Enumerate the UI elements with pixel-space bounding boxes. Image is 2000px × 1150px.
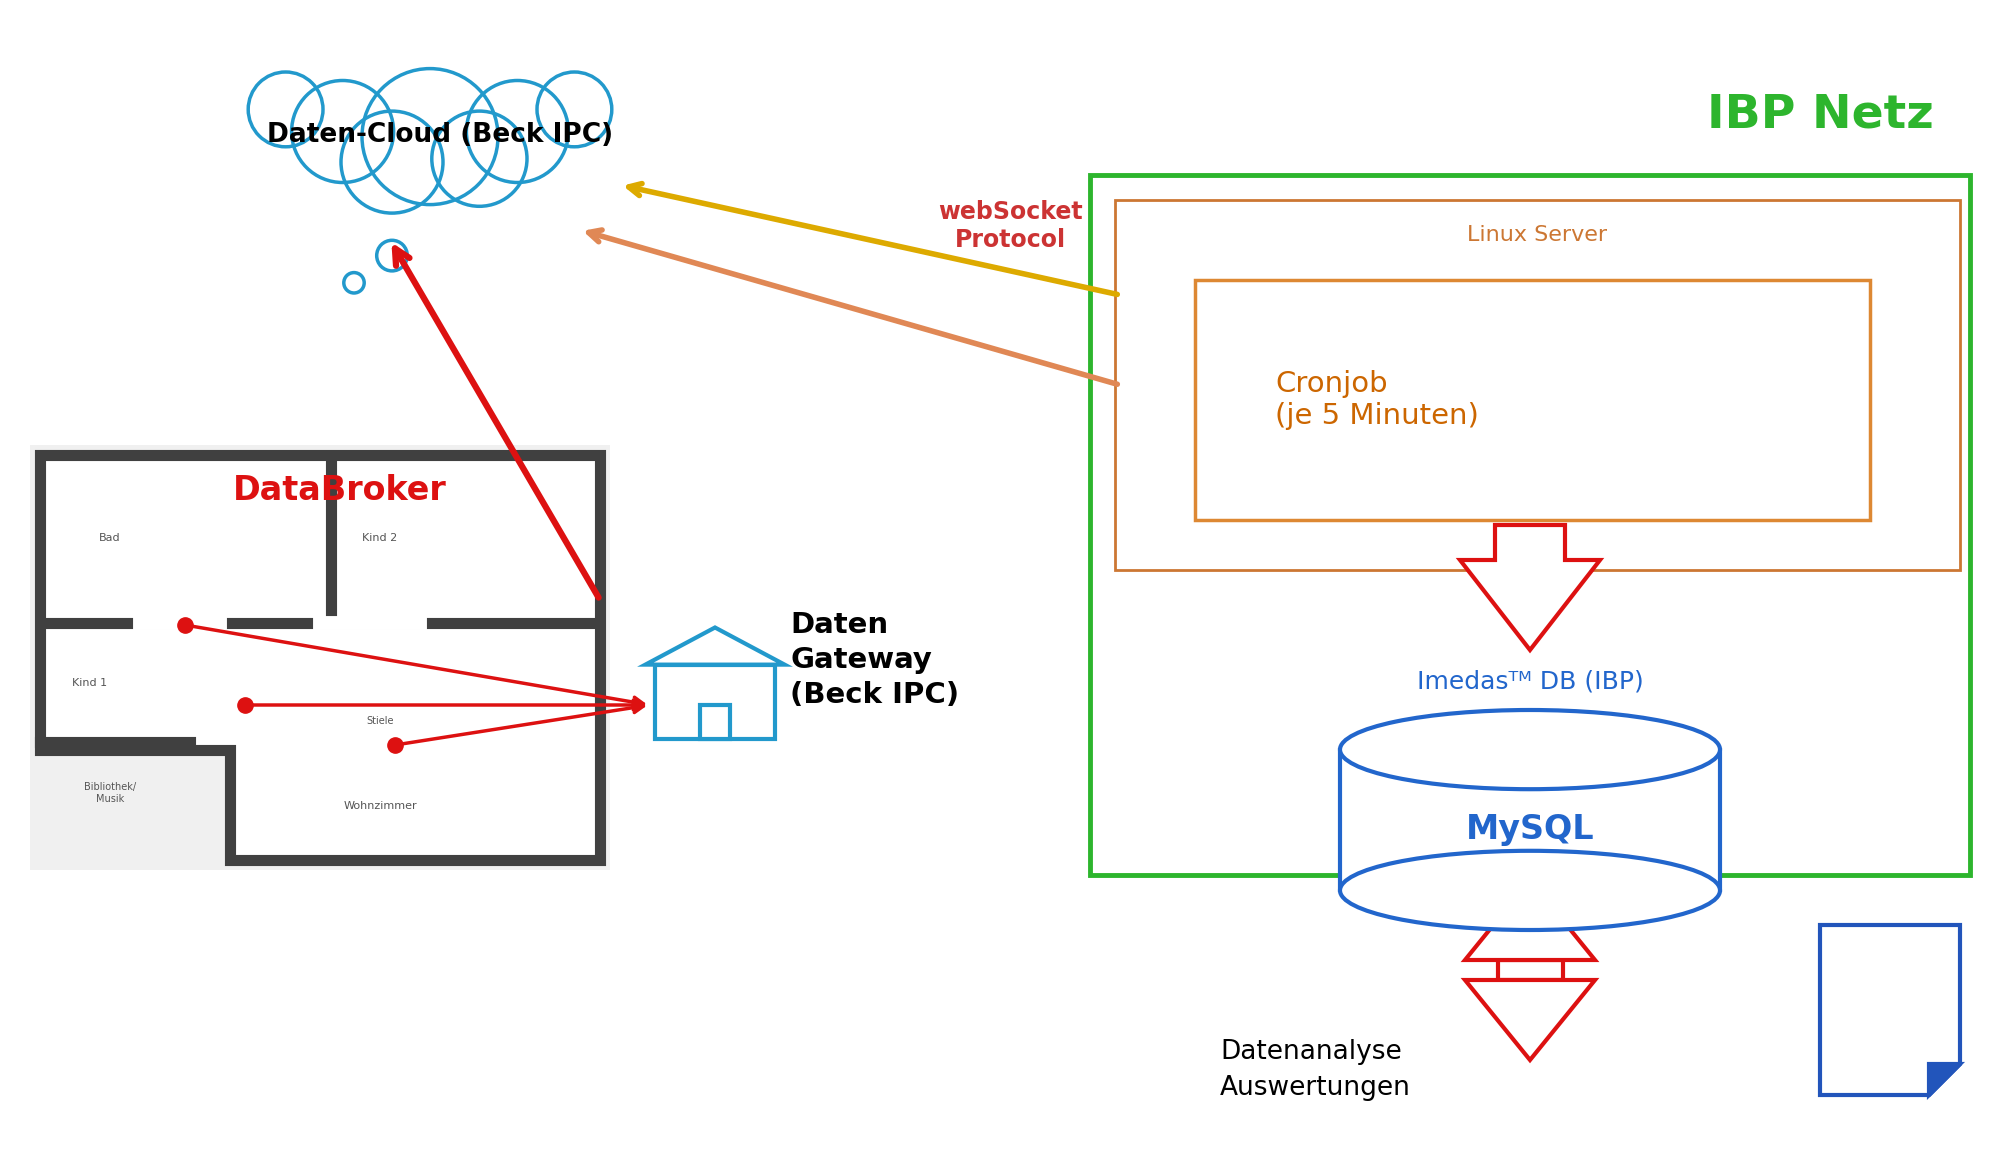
Ellipse shape (1340, 851, 1720, 930)
Bar (1116, 200, 1960, 570)
Polygon shape (40, 455, 600, 860)
Text: Wohnzimmer: Wohnzimmer (344, 802, 416, 811)
Circle shape (340, 112, 444, 213)
Text: Linux Server: Linux Server (1466, 225, 1608, 245)
Bar (1340, 750, 1720, 890)
Text: Daten-Cloud (Beck IPC): Daten-Cloud (Beck IPC) (266, 122, 614, 148)
Circle shape (432, 112, 528, 206)
Text: Bibliothek/
Musik: Bibliothek/ Musik (84, 782, 136, 804)
Text: MySQL: MySQL (1466, 813, 1594, 846)
Bar (30, 445, 610, 871)
Text: Daten
Gateway
(Beck IPC): Daten Gateway (Beck IPC) (790, 612, 960, 708)
Polygon shape (1464, 980, 1596, 1060)
Circle shape (536, 72, 612, 147)
Bar (1498, 960, 1562, 980)
Polygon shape (1930, 1064, 1960, 1095)
Circle shape (292, 81, 394, 183)
Circle shape (466, 81, 568, 183)
Text: DataBroker: DataBroker (234, 474, 446, 506)
Text: Datenanalyse
Auswertungen: Datenanalyse Auswertungen (1220, 1038, 1410, 1101)
Polygon shape (646, 628, 784, 665)
Text: Imedasᵀᴹ DB (IBP): Imedasᵀᴹ DB (IBP) (1416, 670, 1644, 693)
Bar (656, 665, 776, 738)
Text: Kind 1: Kind 1 (72, 678, 108, 688)
Text: webSocket
Protocol: webSocket Protocol (938, 200, 1082, 252)
Polygon shape (1460, 526, 1600, 650)
Bar (700, 705, 730, 738)
Text: Cronjob
(je 5 Minuten): Cronjob (je 5 Minuten) (1276, 370, 1478, 430)
Polygon shape (1464, 880, 1596, 960)
Circle shape (376, 240, 408, 271)
Circle shape (248, 72, 324, 147)
Text: Stiele: Stiele (366, 716, 394, 726)
Circle shape (362, 69, 498, 205)
Text: Kind 2: Kind 2 (362, 532, 398, 543)
Bar (1196, 279, 1870, 520)
Bar (1090, 175, 1970, 875)
Text: Bad: Bad (100, 532, 120, 543)
Ellipse shape (1340, 710, 1720, 789)
Polygon shape (1820, 925, 1960, 1095)
Circle shape (344, 273, 364, 293)
Text: IBP Netz: IBP Netz (1706, 92, 1934, 138)
